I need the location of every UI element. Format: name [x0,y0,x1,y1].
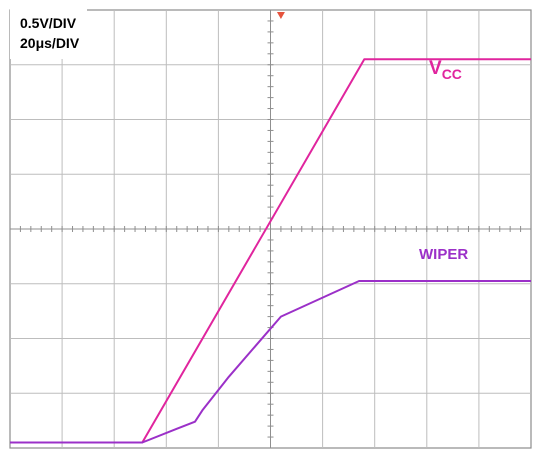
vertical-scale-label: 0.5V/DIV [20,15,77,31]
series-traces [10,58,531,444]
wiper-trace [10,280,531,444]
wiper-series-label: WIPER [419,246,469,263]
vcc-series-label: VCC [429,58,462,82]
vcc-label-subscript: CC [441,66,462,82]
trigger-marker [276,12,285,19]
scale-label-box: 0.5V/DIV 20μs/DIV [10,8,88,59]
trigger-marker-icon [276,12,285,19]
center-axes [10,10,531,448]
vcc-label-main: V [429,58,442,79]
horizontal-scale-label: 20μs/DIV [20,35,80,51]
